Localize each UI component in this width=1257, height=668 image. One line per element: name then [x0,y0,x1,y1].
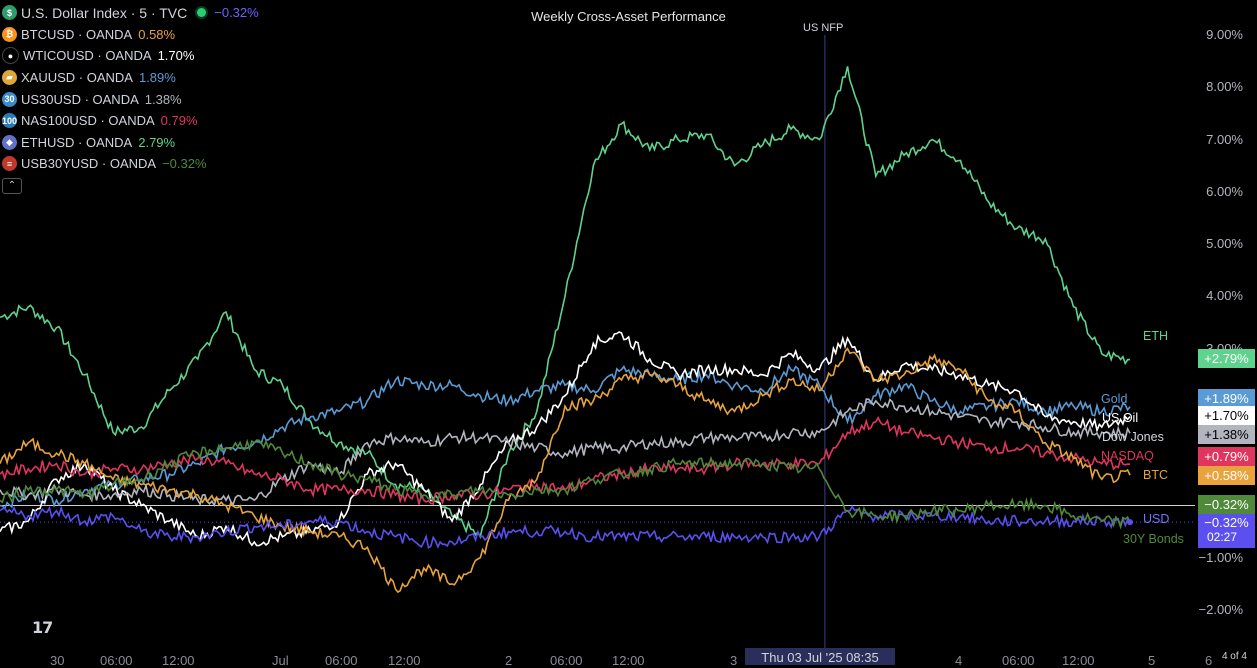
legend-row[interactable]: ₿ BTCUSD · OANDA 0.58% [2,24,259,46]
us-flag-icon: ≡ [2,156,17,172]
series-line-gold[interactable] [0,363,1131,510]
legend-symbol: USB30YUSD · OANDA [21,156,157,172]
collapse-legend-button[interactable]: ⌃ [2,177,22,194]
x-tick-label: 6 [1205,653,1213,668]
nas100-icon: 100 [2,113,17,129]
series-line-btc[interactable] [0,347,1131,594]
legend-symbol: WTICOUSD · OANDA [23,48,152,64]
series-label: Gold [1101,392,1128,406]
time-cursor-label: Thu 03 Jul '25 08:35 [745,648,895,665]
last-value-badge: −0.32% [1198,495,1255,514]
legend-row[interactable]: 100 NAS100USD · OANDA 0.79% [2,110,259,132]
legend-symbol: ETHUSD · OANDA [21,134,133,150]
oil-drop-icon: ● [2,47,19,65]
legend-symbol: XAUUSD · OANDA [21,70,133,86]
series-line-30y-bonds[interactable] [0,438,1131,530]
gold-bars-icon: ▰ [2,70,17,86]
y-tick-label: −1.00% [1198,549,1243,565]
countdown-timer: 02:27 [1207,530,1238,544]
legend-value: −0.32% [162,156,207,172]
main-change: −0.32% [214,5,259,21]
legend-row[interactable]: ▰ XAUUSD · OANDA 1.89% [2,67,259,89]
y-tick-label: 9.00% [1206,27,1243,42]
x-tick-label: 12:00 [388,653,421,668]
legend-value: 2.79% [138,134,176,150]
legend-symbol: US30USD · OANDA [21,91,139,107]
series-layer [0,66,1131,594]
legend-row[interactable]: 30 US30USD · OANDA 1.38% [2,88,259,110]
legend-row[interactable]: ● WTICOUSD · OANDA 1.70% [2,45,259,67]
last-value-badge: +1.38% [1198,425,1255,444]
bitcoin-icon: ₿ [2,26,17,42]
y-tick-label: 7.00% [1206,131,1243,147]
x-tick-label: 12:00 [1062,653,1095,668]
series-label: US Oil [1102,411,1139,425]
legend-value: 0.79% [160,113,198,129]
y-tick-label: −2.00% [1198,602,1243,617]
legend: $ U.S. Dollar Index · 5 · TVC −0.32% ₿ BT… [2,2,259,194]
last-value-badge: +0.58% [1198,466,1255,485]
market-status-icon [197,8,207,18]
event-label: US NFP [803,22,844,34]
x-tick-label: 06:00 [325,653,358,668]
x-tick-label: 06:00 [1002,653,1035,668]
last-value-badge: +2.79% [1198,349,1255,368]
legend-symbol: NAS100USD · OANDA [21,113,155,129]
y-tick-label: 4.00% [1206,288,1243,304]
last-value-badge: +1.70% [1198,406,1255,425]
series-label: ETH [1143,329,1168,343]
x-tick-label: 3 [730,653,738,668]
y-tick-label: 8.00% [1206,79,1243,95]
series-line-eth[interactable] [0,66,1131,540]
x-tick-label: 06:00 [100,653,133,668]
legend-symbol: BTCUSD · OANDA [21,26,133,42]
y-tick-label: 5.00% [1206,236,1243,252]
last-value-badge: +0.79% [1198,447,1255,466]
page-indicator: 4 of 4 [1221,651,1247,662]
series-label: NASDAQ [1101,449,1154,463]
x-tick-label: 30 [50,653,65,668]
series-line-us-oil[interactable] [0,331,1131,547]
us30-icon: 30 [2,91,17,107]
x-tick-label: Jul [272,653,289,668]
legend-value: 1.89% [138,70,176,86]
series-label: USD [1143,512,1170,526]
y-tick-label: 6.00% [1206,183,1243,199]
series-line-nasdaq[interactable] [0,416,1131,505]
x-tick-label: 5 [1148,653,1156,668]
last-value-badge: −0.32% [1198,514,1255,548]
dollar-icon: $ [2,5,17,21]
legend-value: 0.58% [138,26,176,42]
usd-last-point [1127,519,1133,526]
series-label: 30Y Bonds [1123,532,1184,546]
series-line-dow-jones[interactable] [0,398,1131,508]
legend-value: 1.70% [157,48,195,64]
legend-value: 1.38% [144,91,182,107]
x-tick-label: 06:00 [550,653,583,668]
x-tick-label: 2 [505,653,513,668]
ethereum-icon: ◆ [2,134,17,150]
series-label: Dow Jones [1102,430,1164,444]
main-symbol[interactable]: U.S. Dollar Index · 5 · TVC [21,4,188,21]
series-line-usd[interactable] [0,505,1131,550]
legend-row[interactable]: ≡ USB30YUSD · OANDA −0.32% [2,153,259,175]
series-label: BTC [1143,468,1168,482]
chart-title: Weekly Cross-Asset Performance [531,9,726,24]
tradingview-logo-icon[interactable]: 𝟭𝟳 [32,620,53,637]
x-tick-label: 12:00 [162,653,195,668]
legend-row[interactable]: ◆ ETHUSD · OANDA 2.79% [2,132,259,154]
last-value-badge: +1.89% [1198,389,1255,408]
x-tick-label: 12:00 [612,653,645,668]
main-symbol-row[interactable]: $ U.S. Dollar Index · 5 · TVC −0.32% [2,2,259,24]
x-tick-label: 4 [955,653,963,668]
